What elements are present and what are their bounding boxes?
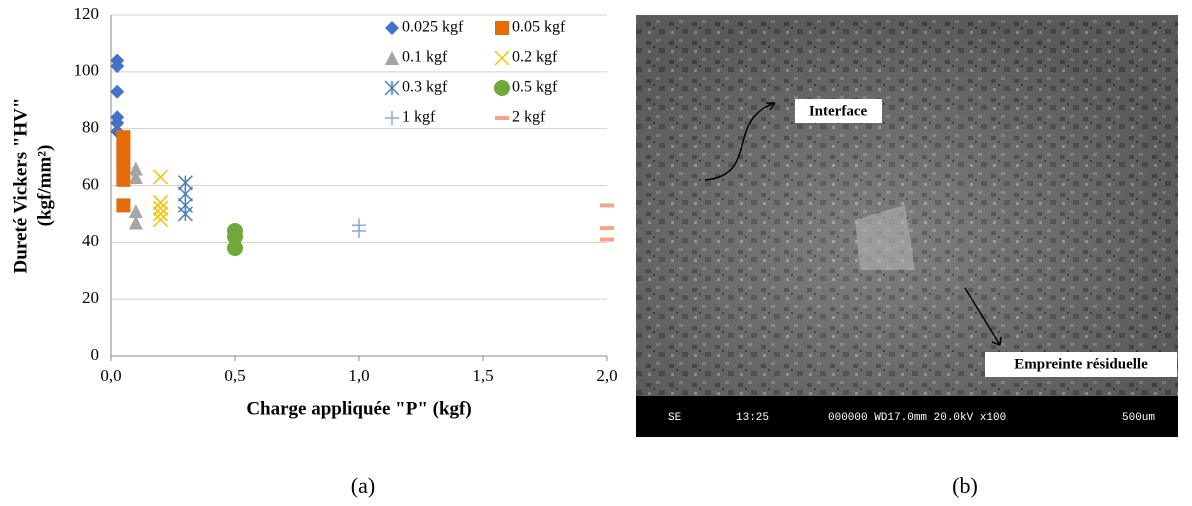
legend-label: 0.025 kgf [402,19,464,36]
annotation: Interface [809,103,868,119]
x-tick-label: 0,5 [224,366,245,385]
caption: (b) [952,473,978,498]
label-box [795,99,882,123]
y-tick-label: 0 [91,345,100,364]
point [153,200,169,216]
info-text: 13:25 [736,412,769,424]
arrow [704,102,776,181]
legend-label: 1 kgf [402,109,436,126]
y-tick-label: 20 [82,288,99,307]
info-bar [636,396,1178,437]
y-tick-label: 120 [74,4,100,23]
info-text: 000000 WD17.0mm 20.0kV x100 [828,412,1006,424]
legend-marker [494,80,510,96]
label-box [985,352,1177,377]
point [116,172,131,187]
point [153,169,169,185]
point [600,237,614,242]
point [153,212,169,228]
point [128,169,143,184]
legend-label: 0.05 kgf [512,19,566,36]
point [227,240,243,257]
info-text: 500um [1122,412,1155,424]
x-tick-label: 2,0 [596,366,617,385]
y-axis-label: (kgf/mm²) [34,145,55,227]
x-tick-label: 0,0 [100,366,121,385]
legend-marker [495,116,509,120]
point [110,59,125,74]
sem-image: SE 13:25 000000 WD17.0mm 20.0kV x100 500… [636,15,1178,437]
point [600,203,614,208]
legend-label: 0.2 kgf [512,49,558,66]
x-tick-label: 1,0 [348,366,369,385]
point [128,204,143,219]
micrograph-shade [636,15,1178,396]
legend-marker [494,50,510,66]
legend-marker [385,111,399,125]
legend-marker [495,21,509,35]
arrow [964,287,1002,346]
legend-marker [384,80,400,96]
point [110,115,125,130]
point [128,215,143,230]
point [352,223,366,238]
chart: 0 20 40 60 80 100 120 0,0 0,5 1,0 1,5 2,0 Charge app… [10,4,617,419]
legend-label: 0.3 kgf [402,79,448,96]
point [153,206,169,222]
info-text: SE [668,412,682,424]
legend-marker [385,21,399,35]
point [116,198,131,213]
y-tick-label: 100 [74,61,100,80]
point [600,226,614,231]
y-tick-label: 40 [82,231,99,250]
point [227,228,243,245]
legend-label: 0.5 kgf [512,79,558,96]
y-tick-label: 60 [82,174,99,193]
x-tick-label: 1,5 [472,366,493,385]
indent [855,205,915,270]
y-tick-label: 80 [82,118,99,137]
point [110,84,125,99]
legend-label: 2 kgf [512,109,546,126]
point [177,206,193,222]
point [128,161,143,176]
legend-marker [385,51,399,65]
y-axis-label: Dureté Vickers "HV" [10,98,31,274]
annotation: Empreinte résiduelle [1014,356,1148,372]
legend-label: 0.1 kgf [402,49,448,66]
caption: (a) [351,473,375,498]
x-axis-label: Charge appliquée "P" (kgf) [246,398,471,419]
point [153,195,169,211]
